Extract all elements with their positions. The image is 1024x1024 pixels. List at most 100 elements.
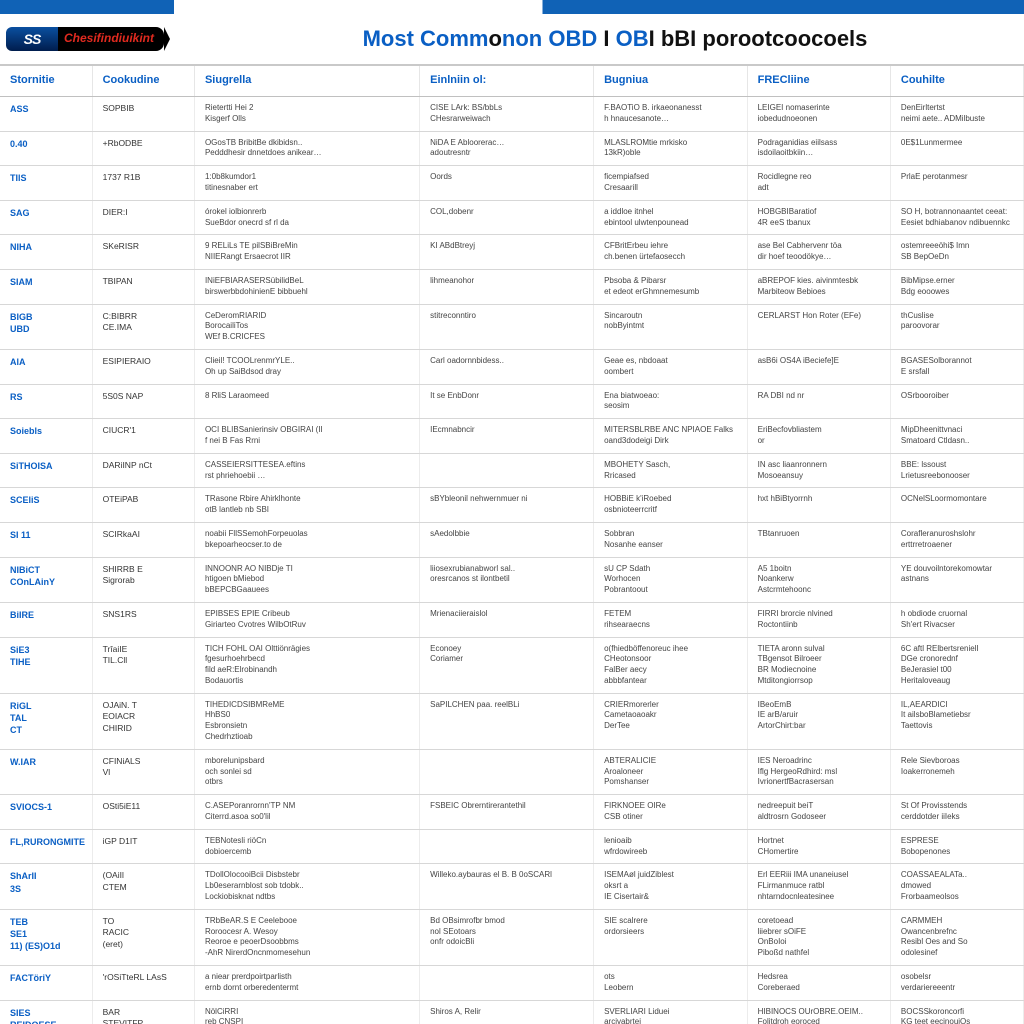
table-cell: CERLARST Hon Roter (EFe) bbox=[747, 304, 890, 349]
cell-line: och sonlei sd bbox=[205, 767, 411, 778]
table-cell: liiosexrubianabworl sal..oresrcanos st i… bbox=[420, 557, 594, 602]
cell-line: ficempiafsed bbox=[604, 172, 739, 183]
table-row: SVIOCS-1OSti5iE11C.ASEPoranrornn'TP NMCi… bbox=[0, 795, 1024, 830]
cell-line: dmowed bbox=[901, 881, 1015, 892]
cell-line: Erl EERiii IMA unaneiusel bbox=[758, 870, 882, 881]
table-cell: SVERLIARI LidueiarcivabrteiF Pre readeer bbox=[594, 1000, 748, 1024]
cell-line: CSB otiner bbox=[604, 812, 739, 823]
cell-line: isdoilaoitbkiin… bbox=[758, 148, 882, 159]
table-cell: INNOONR AO NIBDje TIhtigoen bMiebodbBEPC… bbox=[194, 557, 419, 602]
cell-line: Bodauortis bbox=[205, 676, 411, 687]
cell-line: Ena biatwoeao: bbox=[604, 391, 739, 402]
cell-line: stitreconntiro bbox=[430, 311, 585, 322]
table-cell: TDollOlocooiBcii DisbstebrLb0eserarnblos… bbox=[194, 864, 419, 909]
cell-line: oresrcanos st ilontbetil bbox=[430, 574, 585, 585]
table-cell: SCEliS bbox=[0, 488, 92, 523]
cell-line: dir hoef teoodökye… bbox=[758, 252, 882, 263]
cell-line: TEB bbox=[10, 916, 84, 928]
cell-line: SAG bbox=[10, 207, 84, 219]
table-cell: SVIOCS-1 bbox=[0, 795, 92, 830]
table-cell: 1:0b8kumdor1titinesnaber ert bbox=[194, 166, 419, 201]
cell-line: Noankerw bbox=[758, 574, 882, 585]
cell-line: otB lantleb nb SBI bbox=[205, 505, 411, 516]
table-row: NIBiCTCOnLAinYSHIRRB ESigrorabINNOONR AO… bbox=[0, 557, 1024, 602]
brand-logo: SS Chesifindiuikint bbox=[6, 24, 164, 54]
cell-line: Resibl Oes and So bbox=[901, 937, 1015, 948]
cell-line: Cresaarill bbox=[604, 183, 739, 194]
cell-line: St Of Provisstends bbox=[901, 801, 1015, 812]
cell-line: TAL bbox=[10, 712, 84, 724]
table-cell: lenioaibwfrdowireeb bbox=[594, 829, 748, 864]
cell-line: Lb0eserarnblost sob tdobk.. bbox=[205, 881, 411, 892]
table-cell: NölCiRRIreb CNSPIRiteraed indESotbir bbox=[194, 1000, 419, 1024]
cell-line: seosim bbox=[604, 401, 739, 412]
cell-line: 11) (ES)O1d bbox=[10, 940, 84, 952]
cell-line: TDollOlocooiBcii Disbstebr bbox=[205, 870, 411, 881]
cell-line: FIRRI brorcie nlvined bbox=[758, 609, 882, 620]
cell-line: h hnaucesanote… bbox=[604, 114, 739, 125]
cell-line: OnBoIoi bbox=[758, 937, 882, 948]
cell-line: DerTee bbox=[604, 721, 739, 732]
table-cell: otsLeobern bbox=[594, 966, 748, 1001]
table-row: ASSSOPBIBRietertti Hei 2Kisgerf OllsCISE… bbox=[0, 97, 1024, 132]
table-cell: NIHA bbox=[0, 235, 92, 270]
cell-line: EPIBSES EPIE Cribeub bbox=[205, 609, 411, 620]
table-cell: RiGLTALCT bbox=[0, 693, 92, 749]
table-cell: TEBNotesli riöCndobioercemb bbox=[194, 829, 419, 864]
table-cell: TIETA aronn sulvalTBgensot BilroeerBR Mo… bbox=[747, 637, 890, 693]
table-cell: OGosTB BribitBe dkibidsn..Pedddhesir dnn… bbox=[194, 131, 419, 166]
table-cell: 9 RELiLs TE pilSBiBreMinNIIERangt Ersaec… bbox=[194, 235, 419, 270]
table-cell: FETEMrihsearaecns bbox=[594, 602, 748, 637]
cell-line: fgesurhoehrbecd bbox=[205, 654, 411, 665]
cell-line: NIBiCT bbox=[10, 564, 84, 576]
table-cell: AlA bbox=[0, 349, 92, 384]
cell-line: KG teet eecinouiOs bbox=[901, 1017, 1015, 1024]
cell-line: Marbiteow Bebioes bbox=[758, 287, 882, 298]
cell-line: neimi aete.. ADMilbuste bbox=[901, 114, 1015, 125]
cell-line: 1:0b8kumdor1 bbox=[205, 172, 411, 183]
table-cell: Oords bbox=[420, 166, 594, 201]
table-cell: IBeoEmBIE arB/aruirArtorChirt:bar bbox=[747, 693, 890, 749]
cell-line: Citerrd.asoa so0'lil bbox=[205, 812, 411, 823]
column-header: Einlniin ol: bbox=[420, 66, 594, 97]
cell-line: RiGL bbox=[10, 700, 84, 712]
cell-line: Bdg eooowes bbox=[901, 287, 1015, 298]
cell-line: Worhocen bbox=[604, 574, 739, 585]
cell-line: sBYbleonil nehwernmuer ni bbox=[430, 494, 585, 505]
cell-line: BR Modiecnoine bbox=[758, 665, 882, 676]
cell-line: BiIRE bbox=[10, 609, 84, 621]
cell-line: TO bbox=[103, 916, 186, 927]
table-cell: HedsreaCoreberaed bbox=[747, 966, 890, 1001]
cell-line: ESIPIERAIO bbox=[103, 356, 186, 367]
table-cell: CASSEIERSITTESEA.eftinsrst phriehoebii … bbox=[194, 453, 419, 488]
cell-line: BeJerasiel t00 bbox=[901, 665, 1015, 676]
cell-line: OJAiN. T bbox=[103, 700, 186, 711]
logo-wordmark: Chesifindiuikint bbox=[58, 27, 164, 51]
cell-line: C.ASEPoranrornn'TP NM bbox=[205, 801, 411, 812]
title-fragment: o bbox=[488, 26, 501, 51]
cell-line: CFINiALS bbox=[103, 756, 186, 767]
table-cell: EPIBSES EPIE CribeubGiriarteo Cvotres Wi… bbox=[194, 602, 419, 637]
table-cell: YE douvoilntorekomowtarastnans bbox=[890, 557, 1023, 602]
table-cell: TEBSE111) (ES)O1d bbox=[0, 909, 92, 965]
table-cell: ASS bbox=[0, 97, 92, 132]
cell-line: paroovorar bbox=[901, 321, 1015, 332]
table-cell: HortnetCHomertire bbox=[747, 829, 890, 864]
cell-line: Leobern bbox=[604, 983, 739, 994]
table-cell: ficempiafsedCresaarill bbox=[594, 166, 748, 201]
table-cell: 'rOSiTteRL LAsS bbox=[92, 966, 194, 1001]
cell-line: WEf B.CRICFES bbox=[205, 332, 411, 343]
cell-line: HOBGBIBaratiof bbox=[758, 207, 882, 218]
cell-line: bkepoarheocser.to de bbox=[205, 540, 411, 551]
table-cell: W.IAR bbox=[0, 749, 92, 794]
table-cell: Soiebls bbox=[0, 419, 92, 454]
cell-line: CASSEIERSITTESEA.eftins bbox=[205, 460, 411, 471]
cell-line: Ioakerronemeh bbox=[901, 767, 1015, 778]
table-cell: o(fhiedböffenoreuc iheeCHeotonsoorFalBer… bbox=[594, 637, 748, 693]
column-header: Cookudine bbox=[92, 66, 194, 97]
table-cell: EconoeyCoriamer bbox=[420, 637, 594, 693]
cell-line: CIUCR'1 bbox=[103, 425, 186, 436]
cell-line: Pedddhesir dnnetdoes anikear… bbox=[205, 148, 411, 159]
cell-line: Pomshanser bbox=[604, 777, 739, 788]
table-cell: DARiINP nCt bbox=[92, 453, 194, 488]
